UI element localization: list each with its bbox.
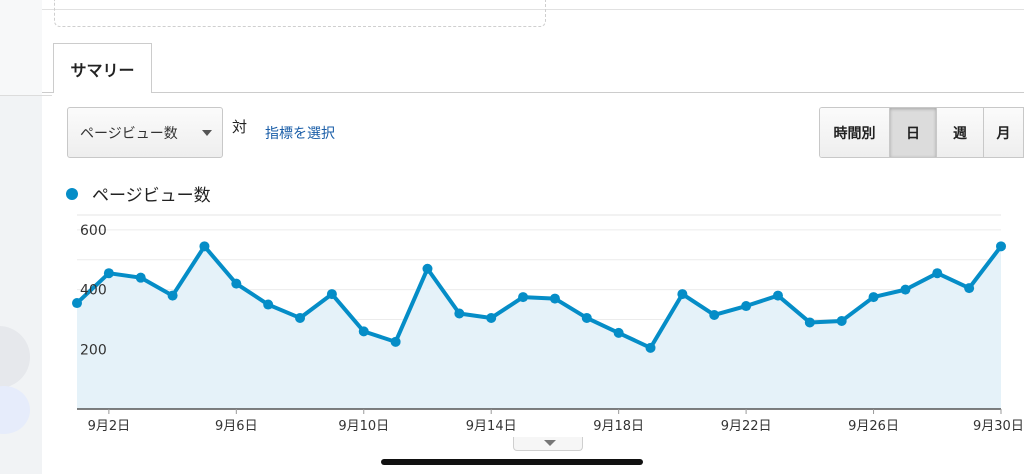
series-area: [77, 246, 1001, 409]
y-tick-label: 200: [80, 342, 107, 358]
data-point-19: [645, 342, 656, 353]
data-point-7: [263, 299, 274, 310]
home-indicator[interactable]: [381, 459, 643, 465]
data-point-29: [964, 283, 975, 294]
top-divider: [42, 9, 1024, 10]
data-point-12: [422, 263, 433, 274]
y-tick-label: 600: [80, 223, 107, 239]
placeholder-box: [54, 0, 546, 27]
data-point-21: [709, 309, 720, 320]
x-tick-label: 9月14日: [466, 419, 517, 434]
data-point-24: [804, 317, 815, 328]
data-point-16: [549, 293, 560, 304]
x-tick-label: 9月2日: [88, 419, 131, 434]
data-point-11: [390, 336, 401, 347]
data-point-15: [518, 292, 529, 303]
tab-summary[interactable]: サマリー: [53, 43, 152, 93]
period-day-button[interactable]: 日: [890, 108, 937, 157]
x-tick-label: 9月26日: [848, 419, 899, 434]
data-point-13: [454, 308, 465, 319]
chevron-down-icon: [544, 440, 556, 446]
data-point-27: [900, 284, 911, 295]
data-point-2: [103, 268, 114, 279]
data-point-17: [581, 312, 592, 323]
chart-legend: ページビュー数: [66, 181, 211, 206]
metric-select-value: ページビュー数: [80, 125, 178, 142]
period-month-button[interactable]: 月: [984, 108, 1024, 157]
data-point-30: [996, 241, 1006, 252]
period-hourly-button[interactable]: 時間別: [820, 108, 890, 157]
data-point-6: [231, 278, 242, 289]
data-point-20: [677, 289, 688, 300]
period-week-button[interactable]: 週: [937, 108, 984, 157]
data-point-9: [326, 289, 337, 300]
metric-select[interactable]: ページビュー数: [67, 107, 223, 158]
data-point-22: [741, 301, 752, 312]
data-point-18: [613, 327, 624, 338]
gutter-divider: [0, 95, 52, 96]
choose-metric-link[interactable]: 指標を選択: [265, 126, 335, 142]
data-point-3: [135, 272, 146, 283]
tab-baseline: [42, 92, 1024, 93]
x-tick-label: 9月22日: [721, 419, 772, 434]
data-point-23: [772, 290, 783, 301]
data-point-8: [295, 312, 306, 323]
chevron-down-icon: [202, 130, 212, 136]
data-point-28: [932, 268, 943, 279]
x-tick-label: 9月6日: [215, 419, 258, 434]
period-toggle-group: 時間別 日 週 月: [819, 107, 1024, 158]
x-tick-label: 9月18日: [593, 419, 644, 434]
y-tick-label: 400: [80, 283, 107, 299]
series-line: [75, 244, 1003, 350]
x-tick-label: 9月30日: [973, 419, 1024, 434]
data-point-4: [167, 290, 178, 301]
legend-dot-icon: [66, 187, 78, 200]
chart-expand-handle[interactable]: [513, 437, 583, 451]
vs-label: 対: [232, 118, 248, 136]
data-point-1: [72, 298, 82, 309]
x-tick-label: 9月10日: [338, 419, 389, 434]
data-point-5: [199, 241, 210, 252]
pageview-chart[interactable]: 200 400 600 9月2日 9月6日 9月10日 9月14日 9月18日 9月22日 9月2…: [0, 200, 1024, 440]
data-point-25: [836, 315, 847, 326]
data-point-26: [868, 292, 879, 303]
data-point-10: [358, 326, 369, 337]
data-point-14: [486, 312, 497, 323]
legend-label: ページビュー数: [92, 186, 211, 206]
